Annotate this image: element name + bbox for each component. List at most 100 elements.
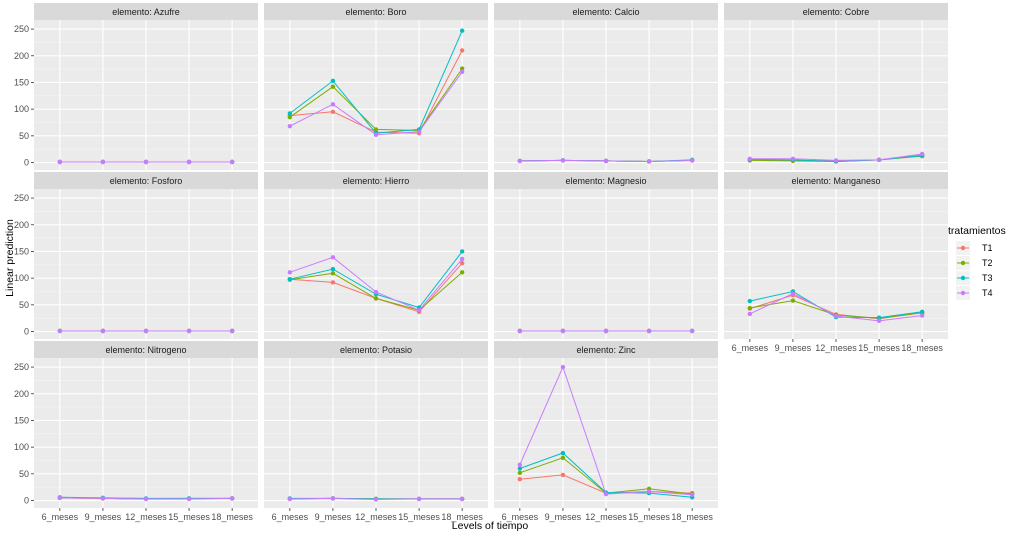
facet-strip bbox=[724, 3, 948, 20]
data-point-t4 bbox=[833, 313, 839, 319]
facet-panel-hierro: elemento: Hierro bbox=[264, 172, 488, 339]
facet-strip-label: elemento: Magnesio bbox=[565, 176, 646, 186]
data-point-t4 bbox=[689, 158, 695, 163]
y-tick-label: 50 bbox=[19, 131, 29, 141]
facet-strip bbox=[494, 341, 718, 358]
data-point-t4 bbox=[747, 156, 753, 161]
data-point-t2 bbox=[459, 270, 465, 275]
facet-strip-label: elemento: Manganeso bbox=[791, 176, 880, 186]
data-point-t4 bbox=[416, 496, 422, 502]
legend-label: T4 bbox=[982, 288, 993, 298]
data-point-t4 bbox=[100, 328, 106, 334]
data-point-t4 bbox=[416, 307, 422, 313]
legend-label: T1 bbox=[982, 243, 993, 253]
x-tick-label: 9_meses bbox=[85, 512, 122, 522]
data-point-t4 bbox=[287, 270, 293, 275]
facet-panel-nitrogeno: elemento: Nitrogeno 0 50 100 150 200 250 6_mese… bbox=[14, 341, 258, 522]
data-point-t4 bbox=[689, 492, 695, 497]
y-tick-label: 100 bbox=[14, 442, 29, 452]
x-tick-label: 12_meses bbox=[125, 512, 167, 522]
x-tick-label: 6_meses bbox=[42, 512, 79, 522]
x-axis-title: Levels of tiempo bbox=[452, 520, 529, 532]
facet-strip-label: elemento: Fosforo bbox=[110, 176, 183, 186]
facet-panel-cobre: elemento: Cobre bbox=[724, 3, 948, 170]
data-point-t4 bbox=[459, 496, 465, 502]
data-point-t4 bbox=[919, 151, 925, 157]
data-point-t4 bbox=[330, 496, 336, 501]
data-point-t2 bbox=[373, 296, 379, 301]
data-point-t3 bbox=[330, 266, 336, 272]
facet-panel-zinc: elemento: Zinc 6_meses 9_meses 12_meses 15_m… bbox=[494, 341, 718, 522]
data-point-t2 bbox=[459, 66, 465, 71]
data-point-t4 bbox=[919, 313, 925, 318]
data-point-t4 bbox=[100, 159, 106, 165]
data-point-t4 bbox=[229, 328, 235, 334]
data-point-t4 bbox=[747, 311, 753, 317]
data-point-t4 bbox=[100, 496, 106, 501]
data-point-t2 bbox=[790, 298, 796, 303]
y-tick-label: 200 bbox=[14, 220, 29, 230]
legend-key-point bbox=[960, 275, 966, 281]
data-point-t4 bbox=[330, 102, 336, 107]
y-tick-label: 250 bbox=[14, 193, 29, 203]
x-tick-label: 18_meses bbox=[211, 512, 253, 522]
y-tick-label: 250 bbox=[14, 362, 29, 372]
data-point-t2 bbox=[330, 271, 336, 276]
data-point-t1 bbox=[459, 260, 465, 266]
data-point-t4 bbox=[143, 496, 149, 502]
facet-strip bbox=[264, 3, 488, 20]
y-tick-label: 150 bbox=[14, 77, 29, 87]
y-tick-label: 0 bbox=[24, 496, 29, 506]
data-point-t4 bbox=[287, 496, 293, 502]
data-point-t3 bbox=[919, 309, 925, 314]
data-point-t4 bbox=[689, 328, 695, 334]
y-tick-label: 200 bbox=[14, 389, 29, 399]
data-point-t1 bbox=[330, 109, 336, 115]
x-tick-label: 9_meses bbox=[545, 512, 582, 522]
data-point-t4 bbox=[57, 328, 63, 334]
facet-strip-label: elemento: Calcio bbox=[572, 7, 639, 17]
data-point-t3 bbox=[517, 466, 523, 471]
data-point-t3 bbox=[459, 28, 465, 33]
data-point-t4 bbox=[646, 328, 652, 334]
facet-strip-label: elemento: Potasio bbox=[340, 345, 412, 355]
y-tick-label: 150 bbox=[14, 415, 29, 425]
y-tick-label: 0 bbox=[24, 158, 29, 168]
data-point-t1 bbox=[459, 48, 465, 53]
facet-strip bbox=[34, 341, 258, 358]
data-point-t4 bbox=[416, 129, 422, 134]
data-point-t4 bbox=[330, 255, 336, 260]
data-point-t4 bbox=[186, 328, 192, 334]
data-point-t2 bbox=[330, 84, 336, 89]
y-tick-label: 50 bbox=[19, 469, 29, 479]
data-point-t3 bbox=[560, 450, 566, 456]
data-point-t3 bbox=[330, 78, 336, 84]
data-point-t4 bbox=[603, 491, 609, 497]
data-point-t3 bbox=[876, 315, 882, 320]
facet-strip-label: elemento: Azufre bbox=[112, 7, 180, 17]
data-point-t3 bbox=[747, 298, 753, 304]
x-tick-label: 6_meses bbox=[502, 512, 539, 522]
data-point-t4 bbox=[876, 157, 882, 163]
data-point-t2 bbox=[560, 455, 566, 461]
legend-key-point bbox=[960, 290, 966, 296]
data-point-t4 bbox=[373, 132, 379, 137]
facet-strip bbox=[494, 172, 718, 189]
legend-label: T2 bbox=[982, 258, 993, 268]
data-point-t4 bbox=[459, 256, 465, 262]
x-tick-label: 6_meses bbox=[732, 343, 769, 353]
data-point-t4 bbox=[459, 69, 465, 74]
data-point-t4 bbox=[57, 495, 63, 501]
legend-item-t2: T2 bbox=[956, 256, 993, 270]
facet-strip-label: elemento: Nitrogeno bbox=[105, 345, 186, 355]
data-point-t4 bbox=[603, 328, 609, 334]
data-point-t4 bbox=[646, 489, 652, 494]
data-point-t4 bbox=[186, 496, 192, 502]
legend-item-t1: T1 bbox=[956, 241, 993, 255]
data-point-t2 bbox=[517, 470, 523, 475]
data-point-t4 bbox=[517, 462, 523, 467]
data-point-t4 bbox=[517, 158, 523, 164]
facet-panel-magnesio: elemento: Magnesio bbox=[494, 172, 718, 339]
